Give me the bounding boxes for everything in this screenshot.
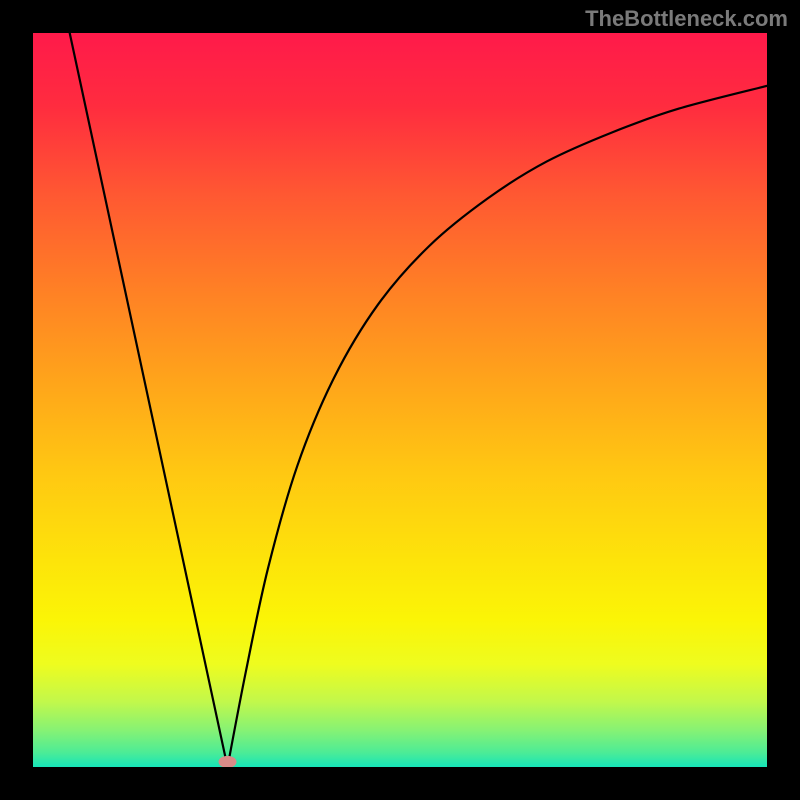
watermark-text: TheBottleneck.com xyxy=(585,6,788,32)
chart-container: TheBottleneck.com xyxy=(0,0,800,800)
chart-svg xyxy=(33,33,767,767)
gradient-background xyxy=(33,33,767,767)
plot-area xyxy=(33,33,767,767)
